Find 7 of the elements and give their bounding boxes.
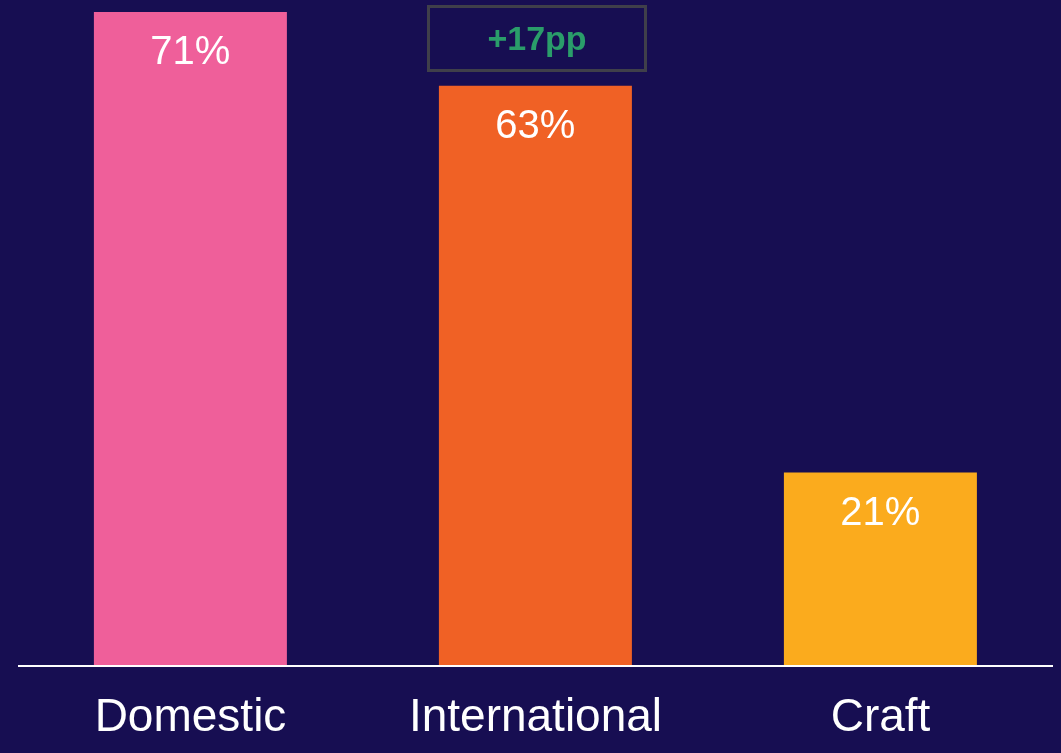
x-tick-label: Craft (830, 688, 931, 741)
annotation: +17pp (427, 5, 647, 72)
data-label: 71% (150, 28, 231, 73)
data-label: 21% (840, 488, 921, 533)
x-tick-label: International (408, 688, 663, 741)
data-label: 63% (495, 102, 576, 147)
x-tick-label: Domestic (94, 688, 287, 741)
